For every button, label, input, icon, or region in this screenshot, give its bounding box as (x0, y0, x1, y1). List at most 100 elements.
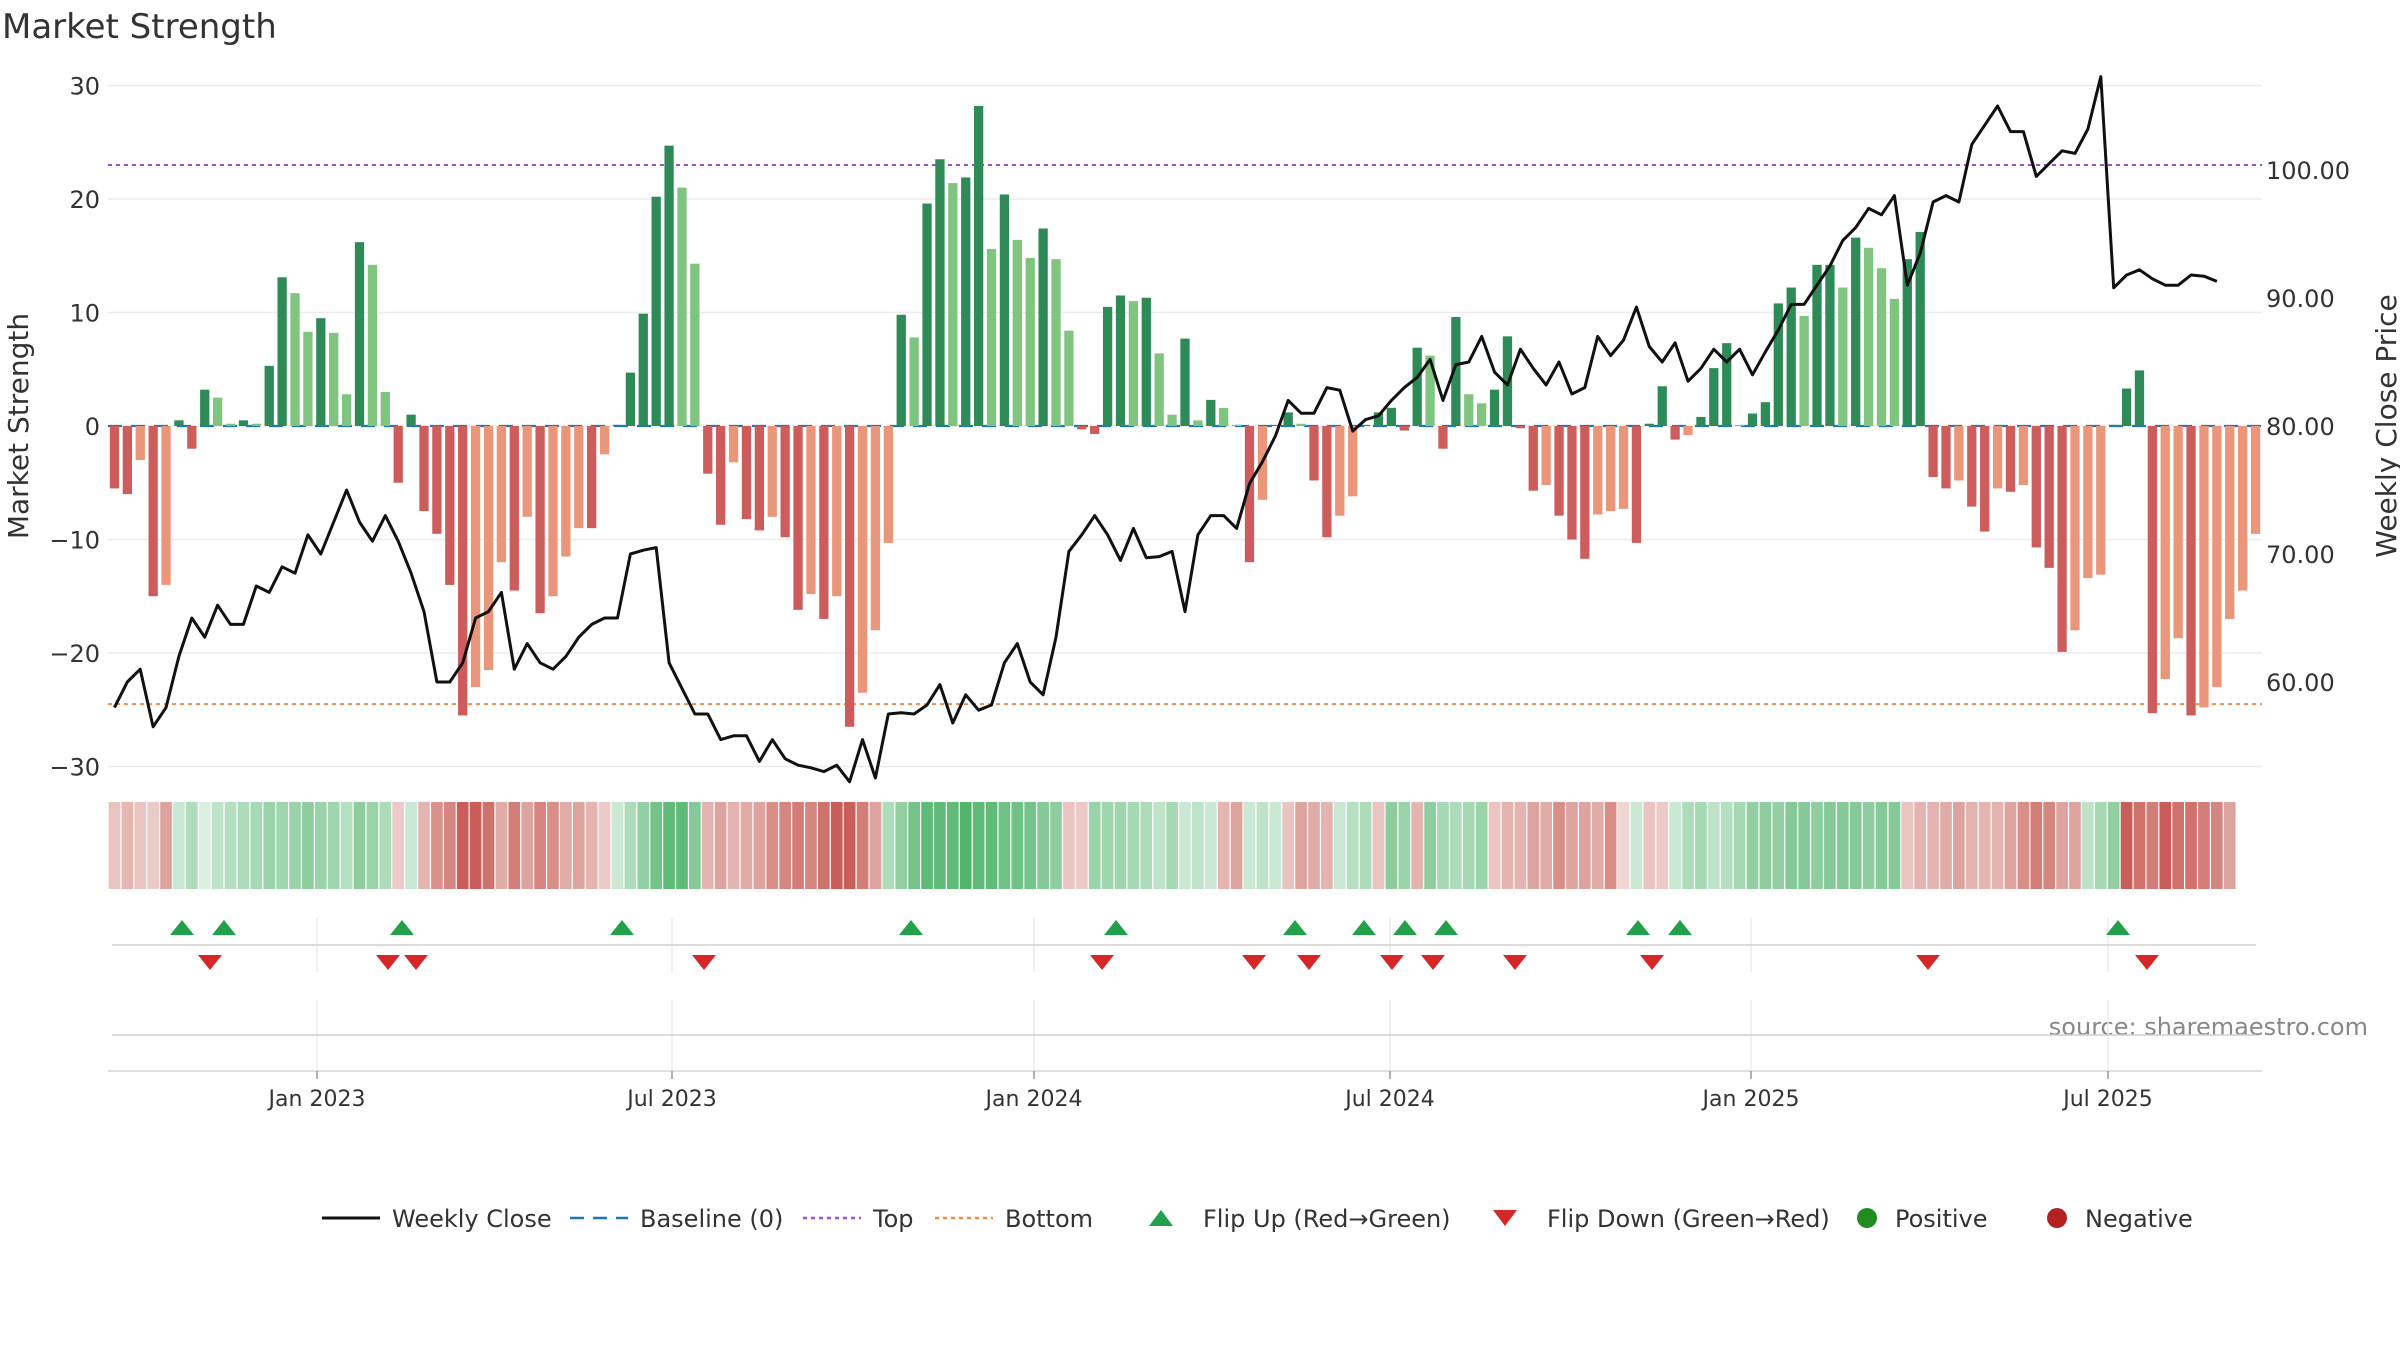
indicator-cell (1063, 802, 1075, 889)
indicator-cell (1127, 802, 1140, 889)
strength-bar (1967, 426, 1977, 507)
strength-bar (961, 177, 971, 426)
indicator-cell (1256, 802, 1269, 889)
x-tick-label: Jul 2025 (2061, 1087, 2153, 1112)
indicator-cell (1462, 802, 1475, 889)
strength-bar (2173, 426, 2183, 639)
indicator-cell (1849, 802, 1862, 889)
flip-down-marker (1242, 955, 1266, 970)
strength-bar (1941, 426, 1951, 489)
strength-bar (999, 194, 1010, 426)
strength-bar (225, 423, 236, 426)
strength-bar (1412, 347, 1422, 426)
strength-bar (1051, 259, 1061, 426)
indicator-cell (818, 802, 830, 889)
strength-bar (1980, 426, 1990, 532)
strength-bar (303, 331, 313, 426)
legend-swatch (1149, 1210, 1173, 1226)
indicator-cell (1488, 802, 1501, 889)
indicator-cell (972, 802, 985, 889)
indicator-cell (560, 802, 572, 889)
indicator-cell (237, 802, 250, 889)
strength-bar (277, 277, 287, 426)
strength-bar (2070, 426, 2080, 631)
indicator-cell (456, 802, 469, 889)
strength-bar (1012, 239, 1022, 426)
indicator-cell (2223, 802, 2236, 889)
legend-label: Bottom (1005, 1205, 1093, 1233)
strength-bar (2250, 426, 2261, 534)
indicator-cell (1088, 802, 1101, 889)
indicator-cell (1953, 802, 1965, 889)
indicator-cell (121, 802, 134, 889)
strength-bar (496, 426, 507, 563)
strength-bar (2238, 426, 2248, 591)
y-left-tick-label: −10 (49, 527, 100, 555)
indicator-cell (1695, 802, 1707, 889)
indicator-cell (2056, 802, 2068, 889)
strength-bar (1799, 315, 1809, 426)
indicator-cell (1192, 802, 1204, 889)
strength-bar (2225, 426, 2235, 619)
indicator-cell (1359, 802, 1372, 889)
strength-bar (1915, 231, 1925, 426)
strength-bar (109, 426, 120, 489)
strength-bar (1851, 237, 1861, 426)
indicator-cell (1475, 802, 1488, 889)
y-axis-left-label: Market Strength (2, 313, 35, 539)
strength-bar (896, 314, 906, 426)
strength-bar (1567, 426, 1577, 540)
strength-bar (819, 426, 829, 619)
strength-bar (1773, 303, 1783, 426)
strength-bar (522, 426, 532, 517)
flip-up-marker (899, 920, 923, 935)
strength-bar (883, 426, 893, 543)
strength-bar (1038, 228, 1048, 426)
strength-bar (1812, 264, 1822, 426)
indicator-cell (676, 802, 688, 889)
x-tick-label: Jul 2024 (1343, 1087, 1435, 1112)
indicator-cell (1527, 802, 1540, 889)
indicator-cell (2211, 802, 2223, 889)
indicator-cell (1075, 802, 1088, 889)
indicator-cell (2069, 802, 2081, 889)
indicator-strip (108, 802, 2236, 889)
strength-bar (393, 426, 403, 483)
indicator-cell (779, 802, 792, 889)
y-left-tick-label: −20 (49, 640, 100, 668)
strength-bar (973, 105, 984, 427)
indicator-cell (1037, 802, 1049, 889)
strength-bar (1244, 426, 1255, 563)
source-note: source: sharemaestro.com (2049, 1013, 2368, 1041)
indicator-cell (1824, 802, 1836, 889)
strength-bar (1670, 426, 1680, 440)
strength-bar (1489, 389, 1500, 426)
strength-bar (2121, 388, 2132, 426)
indicator-cell (1682, 802, 1694, 889)
indicator-cell (1785, 802, 1798, 889)
indicator-cell (1437, 802, 1449, 889)
strength-bar (1554, 426, 1564, 516)
indicator-cell (998, 802, 1011, 889)
flip-down-marker (376, 955, 400, 970)
flip-up-marker (610, 920, 634, 935)
strength-bar (832, 426, 842, 597)
strength-bar (1283, 412, 1293, 426)
strength-bar (1270, 424, 1280, 426)
legend: Weekly Close Baseline (0) Top Bottom Flip Up… (322, 1205, 2193, 1233)
indicator-cell (1166, 802, 1178, 889)
indicator-cell (1243, 802, 1256, 889)
indicator-cell (547, 802, 559, 889)
indicator-cell (2107, 802, 2120, 889)
y-right-tick-label: 90.00 (2266, 285, 2335, 313)
indicator-cell (1514, 802, 1527, 889)
strength-bar (690, 263, 700, 426)
flip-up-marker (390, 920, 414, 935)
flip-down-marker (404, 955, 428, 970)
legend-item: Weekly Close (322, 1205, 552, 1233)
indicator-cell (637, 802, 650, 889)
indicator-cell (689, 802, 701, 889)
strength-bar (1438, 426, 1448, 449)
strength-bar (1102, 306, 1113, 426)
indicator-cell (727, 802, 740, 889)
